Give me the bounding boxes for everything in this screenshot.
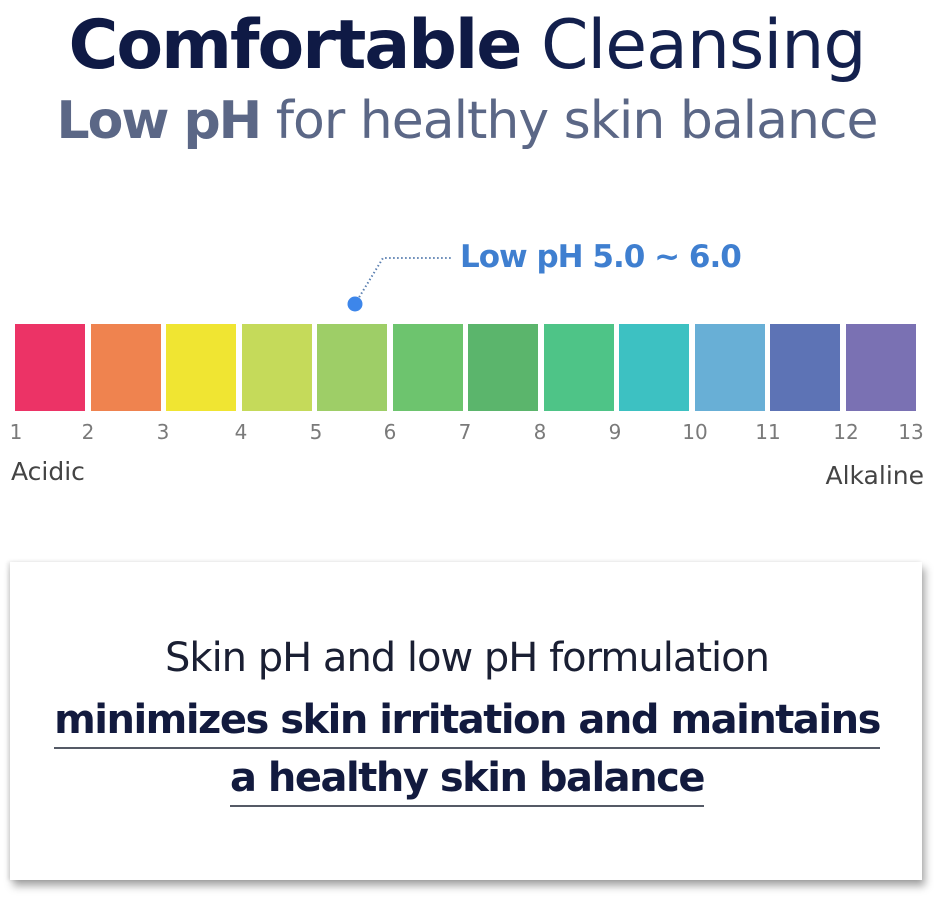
headline-line-1: Comfortable Cleansing <box>0 2 934 90</box>
ph-tick-1: 1 <box>9 420 23 444</box>
subheadline-light: for healthy skin balance <box>275 91 879 151</box>
ph-swatch-9-10 <box>619 324 689 411</box>
ph-tick-3: 3 <box>156 420 170 444</box>
ph-tick-11: 11 <box>755 420 781 444</box>
ph-swatch-7-8 <box>468 324 538 411</box>
summary-line-3-wrap: a healthy skin balance <box>0 752 934 807</box>
ph-swatch-5-6 <box>317 324 387 411</box>
ph-swatch-11-12 <box>770 324 840 411</box>
summary-card <box>10 562 922 880</box>
ph-tick-2: 2 <box>81 420 95 444</box>
ph-swatch-2-3 <box>90 324 161 411</box>
summary-line-1: Skin pH and low pH formulation <box>165 635 770 681</box>
ph-tick-4: 4 <box>234 420 248 444</box>
ph-swatch-10-11 <box>694 324 765 411</box>
ph-marker-dot-icon <box>347 296 363 312</box>
ph-tick-10: 10 <box>682 420 708 444</box>
ph-tick-8: 8 <box>533 420 547 444</box>
callout-label: Low pH 5.0 ~ 6.0 <box>460 239 742 275</box>
ph-tick-6: 6 <box>383 420 397 444</box>
ph-swatch-4-5 <box>241 324 312 411</box>
alkaline-label: Alkaline <box>825 461 924 490</box>
headline-light: Cleansing <box>540 6 867 85</box>
ph-swatch-6-7 <box>392 324 463 411</box>
callout-leader-line <box>347 257 452 312</box>
ph-swatch-8-9 <box>543 324 614 411</box>
ph-tick-5: 5 <box>309 420 323 444</box>
ph-tick-12: 12 <box>833 420 859 444</box>
ph-swatch-3-4 <box>166 324 236 411</box>
summary-line-3: a healthy skin balance <box>230 752 706 807</box>
summary-line-2: minimizes skin irritation and maintains <box>54 694 881 749</box>
ph-tick-9: 9 <box>608 420 622 444</box>
headline-line-2: Low pH for healthy skin balance <box>0 88 934 154</box>
ph-tick-7: 7 <box>458 420 472 444</box>
headline-bold: Comfortable <box>68 6 523 85</box>
ph-swatch-1-2 <box>15 324 85 411</box>
ph-color-scale <box>15 324 916 411</box>
subheadline-bold: Low pH <box>56 91 262 151</box>
ph-swatch-12-13 <box>845 324 916 411</box>
acidic-label: Acidic <box>11 457 85 486</box>
ph-tick-13: 13 <box>898 420 924 444</box>
summary-line-2-wrap: minimizes skin irritation and maintains <box>0 694 934 749</box>
